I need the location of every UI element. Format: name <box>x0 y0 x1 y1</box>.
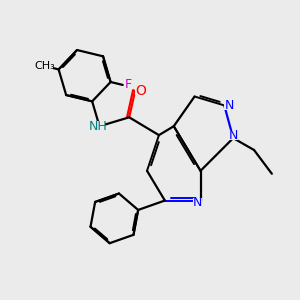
Bar <box>228 130 238 140</box>
Text: F: F <box>124 78 132 92</box>
Text: N: N <box>225 99 234 112</box>
Bar <box>193 198 202 206</box>
Bar <box>91 122 105 131</box>
Text: CH₃: CH₃ <box>34 61 56 71</box>
Text: N: N <box>193 196 202 208</box>
Text: N: N <box>229 129 238 142</box>
Bar <box>224 101 235 110</box>
Bar <box>37 62 53 71</box>
Bar <box>135 86 146 95</box>
Text: O: O <box>135 84 146 98</box>
Bar <box>124 80 133 89</box>
Text: NH: NH <box>88 120 107 133</box>
